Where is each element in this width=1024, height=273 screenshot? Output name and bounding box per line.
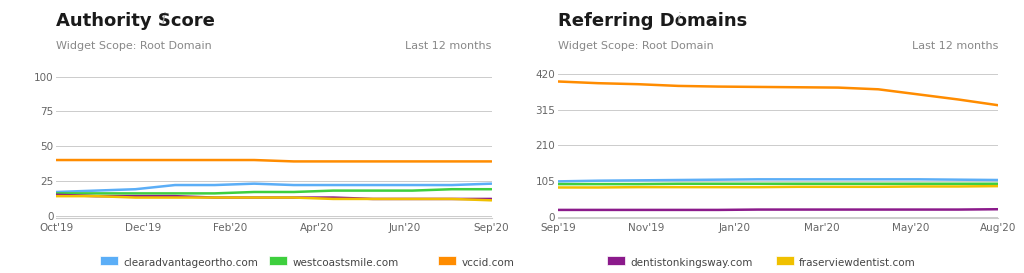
Text: Authority Score: Authority Score [56, 12, 215, 30]
Text: Widget Scope: Root Domain: Widget Scope: Root Domain [56, 41, 212, 51]
Text: Widget Scope: Root Domain: Widget Scope: Root Domain [558, 41, 714, 51]
Text: vccid.com: vccid.com [461, 258, 514, 268]
Text: i: i [677, 12, 680, 26]
Text: Last 12 months: Last 12 months [912, 41, 998, 51]
Text: dentistonkingsway.com: dentistonkingsway.com [630, 258, 753, 268]
Text: Last 12 months: Last 12 months [406, 41, 492, 51]
Text: Referring Domains: Referring Domains [558, 12, 748, 30]
Text: westcoastsmile.com: westcoastsmile.com [293, 258, 398, 268]
Text: i: i [162, 12, 165, 26]
Text: clearadvantageortho.com: clearadvantageortho.com [123, 258, 258, 268]
Text: fraserviewdentist.com: fraserviewdentist.com [799, 258, 916, 268]
